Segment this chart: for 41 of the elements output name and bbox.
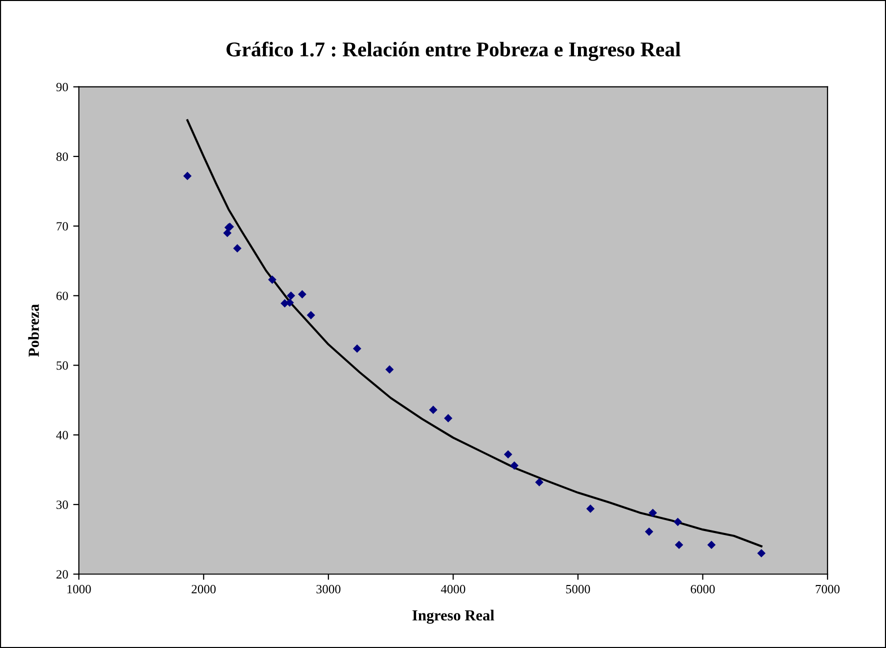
point — [298, 290, 306, 298]
point — [674, 540, 684, 550]
y-axis-title: Pobreza — [28, 304, 39, 357]
point — [510, 461, 518, 470]
x-tick-label: 4000 — [440, 584, 466, 594]
y-tick-label: 60 — [56, 292, 68, 300]
x-tick-label: 7000 — [816, 584, 840, 594]
y-tick-label: 90 — [56, 82, 68, 92]
y-tick-label: 40 — [56, 430, 68, 440]
point — [535, 478, 544, 486]
point — [674, 518, 682, 526]
x-tick-label: 2000 — [192, 584, 216, 594]
x-tick-label: 5000 — [566, 584, 590, 594]
point — [648, 508, 657, 518]
point — [286, 298, 294, 307]
point — [707, 540, 716, 550]
line-series — [186, 119, 762, 548]
point — [233, 244, 242, 253]
point — [306, 311, 316, 320]
point — [183, 172, 192, 180]
y-tick-label: 50 — [56, 361, 68, 370]
chart-title: Gráfico 1.7 : Relación entre Pobreza e Ingreso Real — [226, 42, 681, 61]
y-tick-label: 70 — [56, 222, 68, 231]
x-tick-label: 1000 — [67, 584, 91, 594]
x-tick-label: 3000 — [316, 584, 340, 594]
x-tick-label: 6000 — [690, 584, 715, 594]
point — [586, 504, 595, 513]
point — [268, 275, 276, 284]
point — [444, 414, 452, 422]
point — [757, 549, 766, 558]
point — [504, 450, 512, 459]
point — [429, 406, 438, 414]
x-axis-title: Ingreso Real — [412, 610, 494, 624]
point — [223, 228, 232, 238]
point — [385, 365, 394, 374]
point — [286, 292, 296, 300]
point — [352, 344, 362, 353]
point — [644, 527, 654, 536]
y-tick-label: 20 — [56, 570, 68, 579]
y-tick-label: 80 — [56, 152, 68, 161]
y-tick-label: 30 — [56, 500, 68, 509]
